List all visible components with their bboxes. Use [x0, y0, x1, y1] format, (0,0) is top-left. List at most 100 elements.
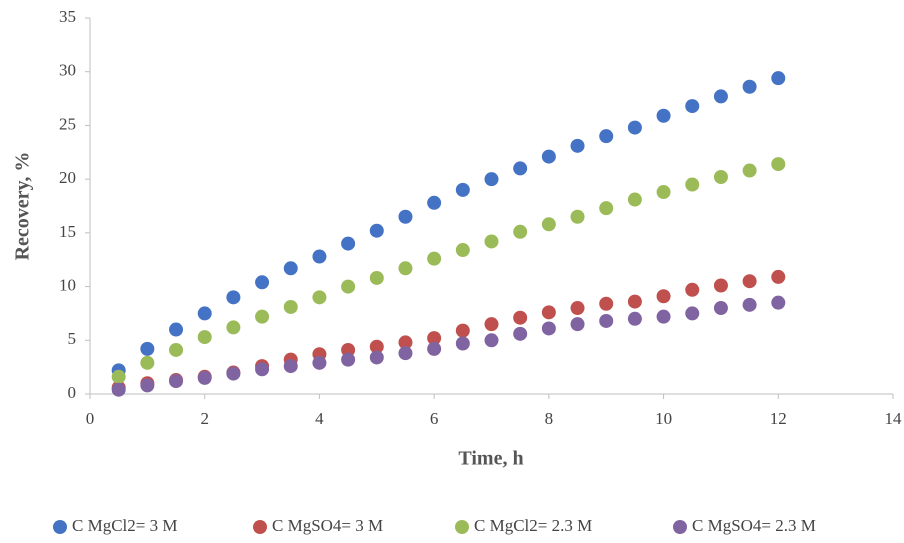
legend-marker — [53, 520, 67, 534]
data-point — [742, 274, 757, 289]
data-point — [627, 192, 642, 207]
x-tick-label: 2 — [200, 409, 209, 428]
data-point — [341, 279, 356, 294]
data-point — [771, 71, 786, 86]
data-point — [484, 333, 499, 348]
y-tick-label: 25 — [59, 114, 76, 133]
data-point — [197, 370, 212, 385]
data-point — [513, 161, 528, 176]
x-tick-label: 4 — [315, 409, 324, 428]
data-point — [169, 342, 184, 357]
x-tick-label: 8 — [545, 409, 554, 428]
data-point — [541, 217, 556, 232]
y-tick-label: 0 — [68, 383, 77, 402]
data-point — [599, 201, 614, 216]
legend-marker — [673, 520, 687, 534]
data-point — [455, 323, 470, 338]
data-point — [513, 224, 528, 239]
data-point — [427, 341, 442, 356]
data-point — [197, 330, 212, 345]
data-point — [627, 311, 642, 326]
y-tick-label: 5 — [68, 329, 77, 348]
data-point — [713, 169, 728, 184]
data-point — [771, 269, 786, 284]
y-tick-label: 35 — [59, 7, 76, 26]
data-point — [541, 149, 556, 164]
data-point — [570, 138, 585, 153]
data-point — [656, 185, 671, 200]
data-point — [685, 177, 700, 192]
data-point — [369, 350, 384, 365]
data-point — [427, 331, 442, 346]
y-axis-title: Recovery, % — [12, 152, 34, 261]
data-point — [283, 359, 298, 374]
data-point — [599, 296, 614, 311]
data-point — [627, 120, 642, 135]
data-point — [283, 261, 298, 276]
data-point — [169, 374, 184, 389]
legend-label: C MgCl2= 3 M — [72, 516, 177, 535]
data-point — [484, 172, 499, 187]
legend-marker — [455, 520, 469, 534]
data-point — [226, 366, 241, 381]
data-point — [656, 289, 671, 304]
data-point — [140, 341, 155, 356]
x-tick-label: 12 — [770, 409, 787, 428]
data-point — [398, 346, 413, 361]
legend-label: C MgSO4= 3 M — [272, 516, 383, 535]
data-point — [541, 321, 556, 336]
data-point — [685, 99, 700, 114]
data-point — [398, 209, 413, 224]
data-point — [255, 309, 270, 324]
data-point — [398, 335, 413, 350]
legend-marker — [253, 520, 267, 534]
data-point — [570, 301, 585, 316]
data-point — [312, 249, 327, 264]
data-point — [312, 355, 327, 370]
data-point — [169, 322, 184, 337]
data-point — [570, 209, 585, 224]
legend-label: C MgCl2= 2.3 M — [474, 516, 592, 535]
data-point — [140, 378, 155, 393]
data-point — [369, 223, 384, 238]
data-point — [111, 369, 126, 384]
y-tick-label: 30 — [59, 61, 76, 80]
x-tick-label: 14 — [885, 409, 903, 428]
x-tick-label: 10 — [655, 409, 672, 428]
data-point — [513, 310, 528, 325]
x-tick-label: 0 — [86, 409, 95, 428]
data-point — [455, 243, 470, 258]
data-point — [742, 79, 757, 94]
data-point — [541, 305, 556, 320]
data-point — [398, 261, 413, 276]
data-point — [484, 234, 499, 249]
x-axis-title: Time, h — [458, 448, 523, 470]
data-point — [656, 309, 671, 324]
data-point — [656, 108, 671, 123]
data-point — [341, 342, 356, 357]
data-point — [226, 290, 241, 305]
data-point — [427, 195, 442, 210]
data-point — [570, 317, 585, 332]
data-point — [713, 89, 728, 104]
data-point — [283, 299, 298, 314]
data-point — [455, 336, 470, 351]
data-point — [742, 297, 757, 312]
data-point — [427, 251, 442, 266]
data-point — [484, 317, 499, 332]
data-point — [369, 339, 384, 354]
data-point — [713, 278, 728, 293]
x-tick-label: 6 — [430, 409, 439, 428]
data-point — [455, 182, 470, 197]
data-point — [369, 270, 384, 285]
data-point — [513, 326, 528, 341]
data-point — [140, 355, 155, 370]
data-point — [341, 236, 356, 251]
y-tick-label: 20 — [59, 168, 76, 187]
data-point — [341, 352, 356, 367]
data-point — [312, 290, 327, 305]
data-point — [627, 294, 642, 309]
data-point — [599, 313, 614, 328]
